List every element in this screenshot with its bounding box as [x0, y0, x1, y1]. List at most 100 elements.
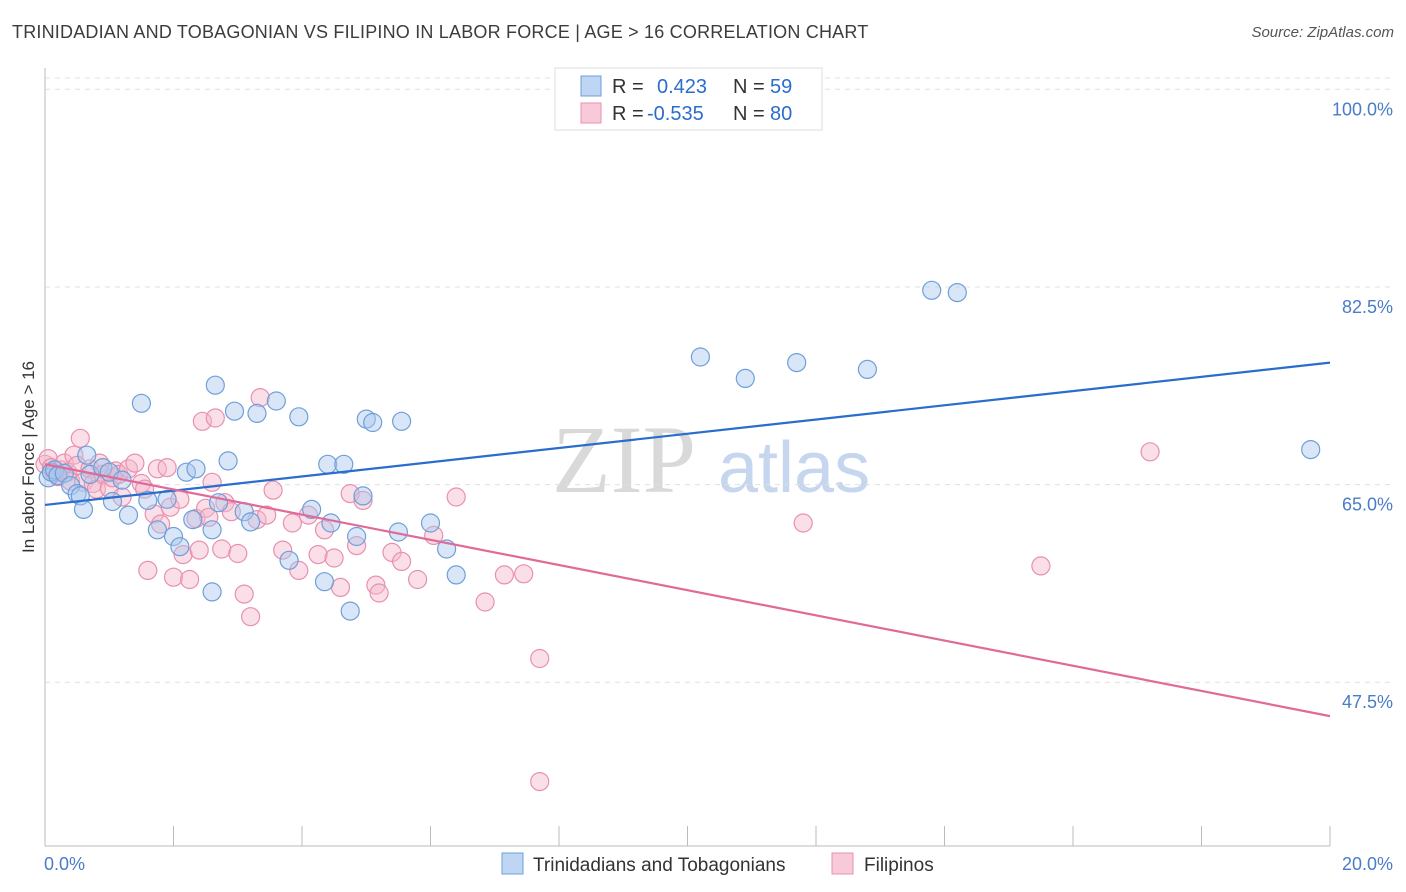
filipino-point-78	[1031, 556, 1051, 576]
filipino-trend-line	[44, 463, 1331, 718]
trinidadian-point-25	[202, 520, 222, 540]
filipino-point-61	[330, 577, 351, 598]
trinidadian-point-8	[73, 499, 94, 519]
filipino-point-33	[163, 567, 184, 587]
trinidadian-point-48	[392, 411, 412, 431]
filipino-point-30	[151, 514, 171, 534]
trinidadian-point-13	[102, 491, 123, 512]
trinidadian-point-49	[420, 513, 441, 533]
trinidadian-point-32	[241, 512, 261, 532]
trinidadian-point-36	[289, 407, 309, 427]
filipino-point-58	[308, 544, 328, 565]
trinidadian-point-35	[279, 550, 299, 570]
filipino-point-44	[212, 539, 232, 559]
filipino-point-36	[180, 569, 200, 590]
filipino-point-79	[1140, 442, 1160, 462]
legend-swatch-blue	[580, 75, 602, 97]
filipino-point-69	[408, 569, 428, 590]
filipino-point-24	[125, 453, 145, 473]
legend-n-label-pink: N =	[733, 103, 765, 125]
trinidadian-point-20	[163, 526, 184, 547]
filipino-point-49	[241, 607, 261, 627]
trinidadian-point-58	[1301, 440, 1321, 460]
filipino-point-76	[530, 771, 550, 792]
trinidadian-point-21	[170, 537, 190, 557]
trinidadian-point-55	[857, 359, 878, 379]
filipino-point-73	[494, 565, 514, 585]
trinidadian-point-26	[202, 582, 222, 602]
filipino-point-55	[282, 513, 302, 533]
trinidadian-point-39	[318, 454, 338, 474]
trinidadian-point-40	[321, 513, 341, 533]
legend-n-value-pink: 80	[770, 103, 792, 125]
filipino-point-27	[138, 560, 158, 581]
x-ticks	[44, 826, 1331, 846]
trinidadian-point-52	[690, 347, 711, 367]
trinidadian-point-17	[138, 490, 158, 510]
filipino-point-71	[446, 487, 466, 507]
filipino-point-64	[353, 490, 373, 510]
trinidadian-point-53	[735, 368, 755, 388]
series-legend-label-blue: Trinidadians and Tobagonians	[533, 855, 785, 876]
filipino-point-66	[369, 583, 389, 603]
filipino-point-72	[475, 592, 495, 612]
filipino-point-29	[147, 459, 167, 479]
filipino-point-47	[228, 543, 248, 564]
trinidadian-point-16	[131, 393, 151, 413]
y-tick-label-0: 100.0%	[1332, 99, 1393, 119]
filipino-point-43	[205, 408, 225, 428]
trinidadian-point-23	[183, 509, 203, 530]
filipino-point-53	[263, 480, 283, 500]
trinidadian-point-24	[186, 459, 206, 479]
y-tick-label-1: 82.5%	[1342, 297, 1393, 317]
y-tick-label-3: 47.5%	[1342, 692, 1393, 712]
series-legend-swatch-blue	[501, 852, 524, 875]
trinidadian-point-15	[118, 505, 139, 525]
trinidadian-point-43	[347, 526, 367, 547]
trinidadian-point-5	[61, 476, 81, 496]
filipino-point-51	[250, 388, 270, 408]
legend-r-label-pink: R =	[612, 103, 644, 125]
filipino-point-68	[392, 551, 412, 572]
watermark: ZIP atlas	[552, 406, 870, 513]
series-legend-label-pink: Filipinos	[864, 855, 934, 876]
legend-r-label-blue: R =	[612, 76, 644, 98]
filipino-point-41	[199, 507, 219, 527]
filipino-point-38	[189, 540, 209, 560]
filipino-point-31	[157, 458, 177, 478]
y-tick-label-2: 65.0%	[1342, 495, 1393, 515]
filipino-point-48	[234, 584, 254, 604]
y-tick-labels: 100.0% 82.5% 65.0% 47.5%	[1332, 99, 1393, 712]
x-tick-label-max: 20.0%	[1342, 854, 1393, 874]
watermark-zip: ZIP	[552, 406, 696, 513]
filipino-point-60	[324, 548, 344, 568]
legend-r-value-pink: -0.535	[647, 103, 704, 125]
trinidadian-point-57	[947, 283, 967, 303]
trinidadian-trend-line	[44, 361, 1331, 507]
stats-legend: R = 0.423 N = 59 R = -0.535 N = 80	[554, 67, 823, 131]
filipino-point-54	[273, 540, 293, 560]
trinidadian-point-38	[314, 572, 335, 592]
trinidadian-point-54	[787, 353, 807, 373]
trinidadian-point-30	[224, 401, 245, 421]
legend-n-label-blue: N =	[733, 76, 765, 98]
filipino-point-77	[793, 513, 813, 533]
chart-source: Source: ZipAtlas.com	[1251, 24, 1394, 41]
trinidadian-point-34	[266, 391, 286, 411]
filipino-point-42	[202, 472, 222, 492]
trinidadian-point-27	[205, 375, 225, 395]
trend-lines	[44, 361, 1331, 718]
trinidadian-point-51	[446, 565, 466, 585]
trinidadian-point-18	[147, 520, 167, 540]
filipino-point-52	[257, 505, 277, 525]
trinidadian-point-9	[77, 445, 97, 465]
filipino-point-56	[289, 560, 309, 581]
legend-n-value-blue: 59	[770, 76, 792, 98]
trinidadian-point-37	[302, 499, 322, 519]
legend-r-value-blue: 0.423	[657, 76, 707, 98]
trinidadian-point-33	[247, 403, 267, 423]
chart-title: TRINIDADIAN AND TOBAGONIAN VS FILIPINO I…	[12, 22, 869, 42]
trinidadian-point-42	[340, 601, 360, 621]
trinidadian-point-44	[353, 486, 373, 506]
